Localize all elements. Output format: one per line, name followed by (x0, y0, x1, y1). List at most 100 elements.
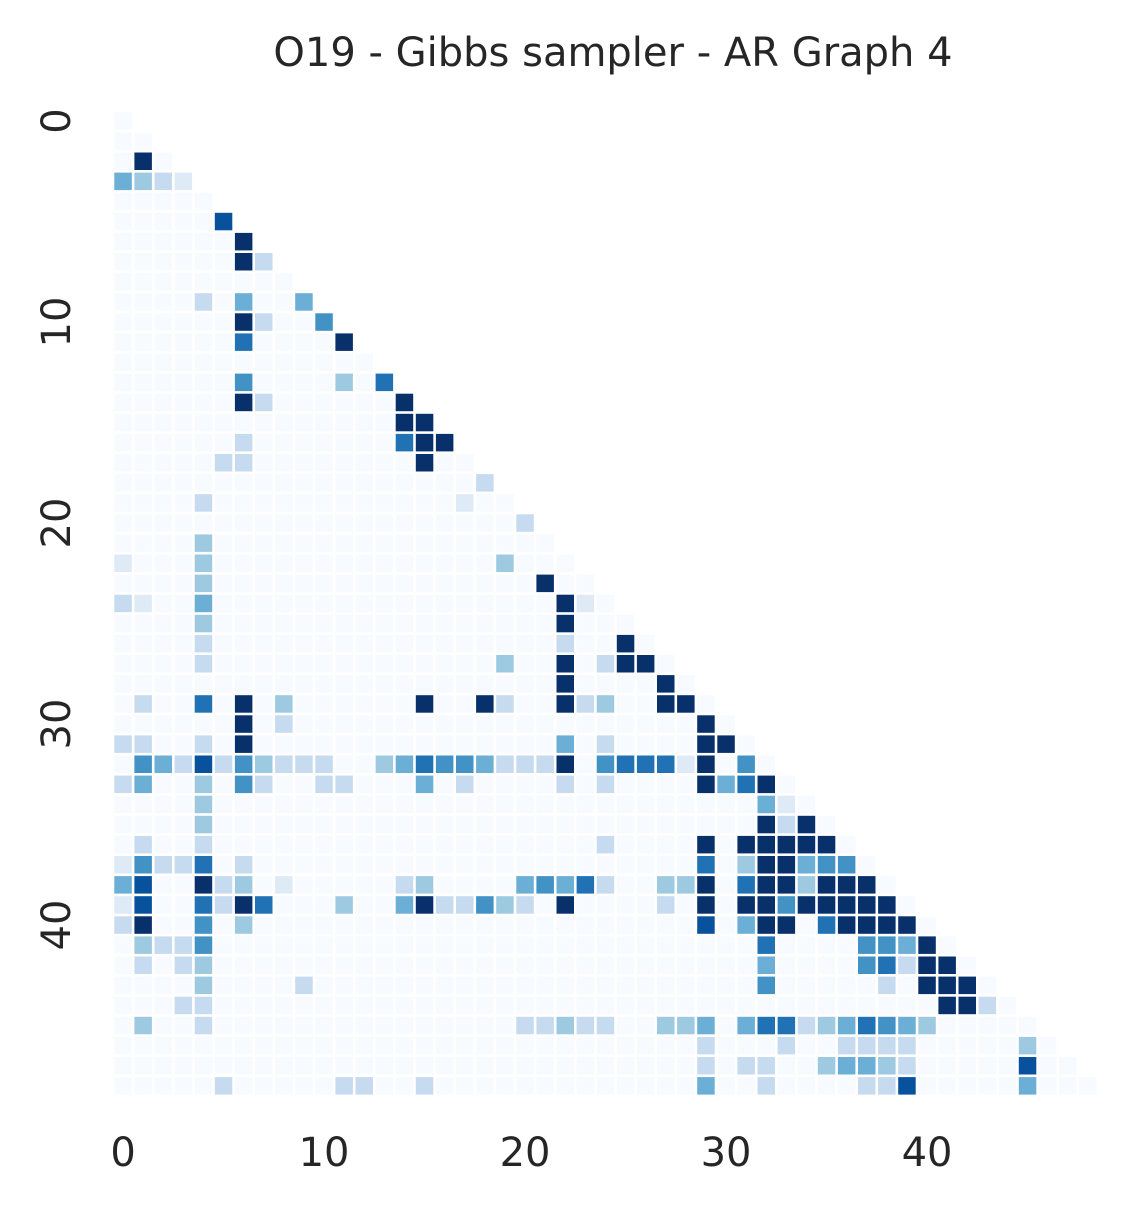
heatmap-cell (958, 1077, 976, 1095)
heatmap-cell (677, 896, 695, 914)
heatmap-cell (576, 1036, 595, 1055)
heatmap-cell (516, 936, 534, 954)
heatmap-cell (677, 835, 695, 854)
heatmap-cell (295, 655, 313, 673)
heatmap-cell (134, 413, 152, 432)
heatmap-cell (536, 976, 554, 995)
heatmap-cell (576, 956, 595, 974)
heatmap-cell (837, 1036, 856, 1055)
heatmap-cell (737, 1057, 755, 1075)
heatmap-cell (375, 1016, 394, 1035)
heatmap-cell (194, 614, 213, 633)
heatmap-cell (375, 956, 394, 974)
heatmap-cell (837, 916, 856, 934)
heatmap-cell (214, 815, 233, 834)
heatmap-cell (375, 614, 394, 633)
heatmap-cell (496, 815, 514, 834)
heatmap-cell (596, 876, 615, 894)
heatmap-cell (717, 795, 735, 814)
heatmap-cell (938, 1016, 956, 1035)
heatmap-cell (737, 835, 755, 854)
heatmap-cell (636, 755, 655, 773)
heatmap-cell (114, 474, 132, 492)
heatmap-cell (315, 413, 333, 432)
heatmap-cell (737, 996, 755, 1015)
heatmap-cell (234, 413, 253, 432)
heatmap-cell (295, 594, 313, 613)
heatmap-cell (114, 253, 132, 271)
heatmap-cell (214, 755, 233, 773)
heatmap-cell (134, 715, 152, 733)
heatmap-cell (797, 835, 816, 854)
heatmap-cell (878, 1057, 896, 1075)
heatmap-cell (255, 373, 273, 392)
heatmap-cell (596, 976, 615, 995)
heatmap-cell (737, 735, 755, 753)
heatmap-cell (737, 856, 755, 874)
heatmap-cell (1038, 1057, 1057, 1075)
heatmap-cell (456, 554, 474, 572)
heatmap-cell (496, 574, 514, 593)
heatmap-cell (435, 735, 454, 753)
heatmap-cell (255, 634, 273, 653)
heatmap-cell (435, 896, 454, 914)
x-tick-label: 10 (299, 1130, 350, 1176)
heatmap-cell (395, 614, 414, 633)
heatmap-cell (174, 976, 193, 995)
heatmap-cell (536, 594, 554, 613)
heatmap-cell (154, 876, 172, 894)
x-axis-ticks: 0 10 20 30 40 (110, 1130, 952, 1176)
heatmap-cell (476, 916, 494, 934)
heatmap-cell (134, 534, 152, 552)
heatmap-cell (677, 695, 695, 713)
heatmap-cell (194, 373, 213, 392)
heatmap-cell (315, 494, 333, 512)
heatmap-cell (154, 976, 172, 995)
heatmap-cell (335, 554, 353, 572)
heatmap-cell (335, 534, 353, 552)
heatmap-cell (375, 655, 394, 673)
heatmap-cell (657, 896, 675, 914)
heatmap-cell (315, 514, 333, 532)
heatmap-cell (395, 715, 414, 733)
heatmap-cell (214, 393, 233, 412)
heatmap-cell (114, 554, 132, 572)
heatmap-cell (255, 293, 273, 311)
heatmap-cell (415, 433, 434, 452)
heatmap-cell (315, 715, 333, 733)
heatmap-cell (697, 1016, 715, 1035)
heatmap-cell (797, 1036, 816, 1055)
heatmap-cell (456, 916, 474, 934)
heatmap-cell (757, 1057, 775, 1075)
heatmap-cell (234, 856, 253, 874)
heatmap-cell (295, 433, 313, 452)
heatmap-cell (516, 735, 534, 753)
heatmap-cell (395, 936, 414, 954)
heatmap-cell (355, 876, 373, 894)
heatmap-cell (576, 1077, 595, 1095)
heatmap-cell (375, 815, 394, 834)
heatmap-cell (174, 755, 193, 773)
heatmap-cell (556, 655, 574, 673)
heatmap-cell (395, 594, 414, 613)
heatmap-cell (214, 333, 233, 351)
heatmap-cell (214, 514, 233, 532)
heatmap-cell (657, 735, 675, 753)
heatmap-cell (275, 594, 293, 613)
heatmap-cell (234, 695, 253, 713)
heatmap-cell (194, 835, 213, 854)
heatmap-cell (616, 876, 635, 894)
heatmap-cell (616, 695, 635, 713)
heatmap-cell (797, 916, 816, 934)
heatmap-cell (275, 976, 293, 995)
heatmap-cell (777, 916, 796, 934)
heatmap-cell (275, 936, 293, 954)
heatmap-cell (114, 695, 132, 713)
heatmap-cell (315, 634, 333, 653)
heatmap-cell (1018, 1016, 1037, 1035)
heatmap-cell (174, 795, 193, 814)
heatmap-cell (174, 715, 193, 733)
heatmap-cell (255, 253, 273, 271)
heatmap-cell (677, 755, 695, 773)
heatmap-cell (174, 916, 193, 934)
